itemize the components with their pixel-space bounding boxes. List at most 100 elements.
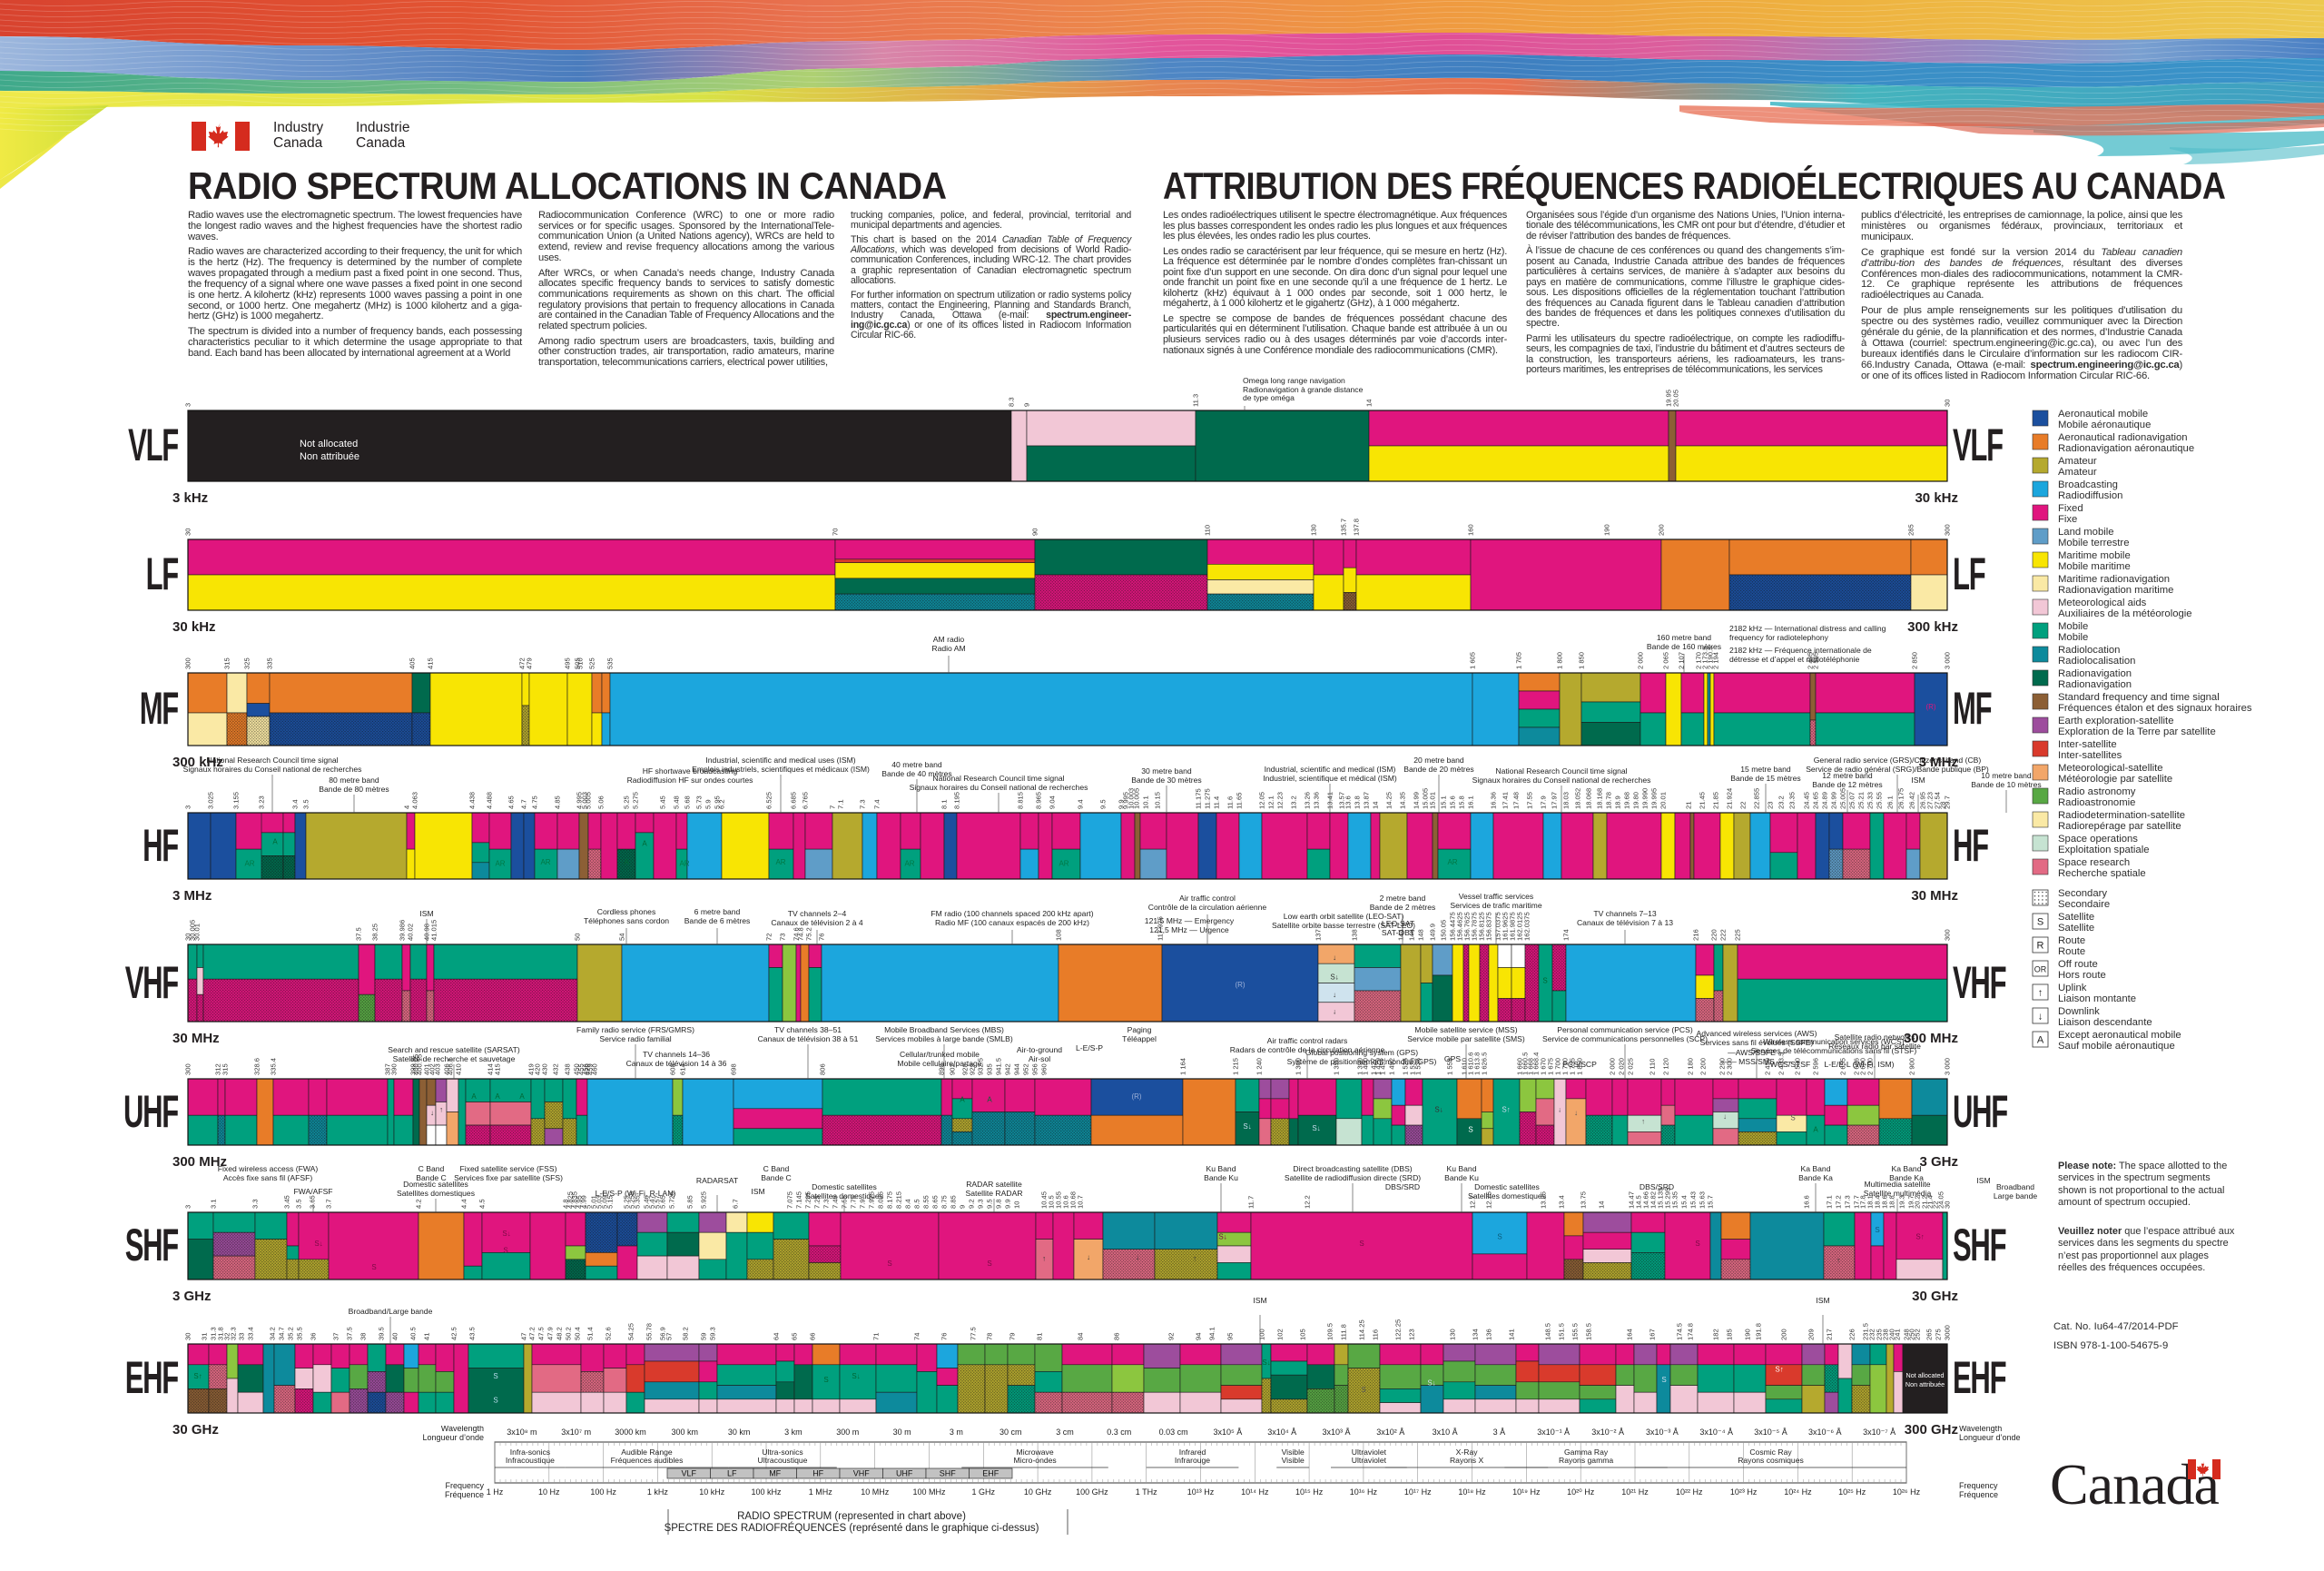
svg-text:↑: ↑ <box>1837 1257 1840 1265</box>
svg-text:Route: Route <box>2058 946 2085 957</box>
svg-text:7.145: 7.145 <box>795 1191 803 1209</box>
svg-text:472: 472 <box>518 657 527 669</box>
svg-text:300: 300 <box>1944 524 1952 536</box>
svg-text:Fréquence: Fréquence <box>1959 1490 1998 1499</box>
svg-text:20.01: 20.01 <box>1659 792 1668 809</box>
svg-text:5: 5 <box>585 1205 593 1209</box>
svg-text:10¹⁷ Hz: 10¹⁷ Hz <box>1404 1487 1432 1497</box>
svg-text:S: S <box>1359 1240 1364 1248</box>
svg-text:4.488: 4.488 <box>486 792 494 809</box>
svg-text:26.95: 26.95 <box>1919 792 1927 809</box>
svg-text:300: 300 <box>184 657 192 669</box>
svg-text:2 686: 2 686 <box>1853 1058 1861 1075</box>
svg-text:Frequency: Frequency <box>445 1481 484 1490</box>
svg-text:8.1: 8.1 <box>940 799 949 809</box>
svg-text:102: 102 <box>1276 1329 1285 1340</box>
svg-text:95: 95 <box>1226 1333 1235 1340</box>
svg-text:19.68: 19.68 <box>1623 792 1631 809</box>
svg-text:1 164: 1 164 <box>1179 1058 1187 1075</box>
svg-text:S↑: S↑ <box>193 1372 202 1380</box>
svg-text:15.4: 15.4 <box>1680 1195 1689 1209</box>
svg-text:37.5: 37.5 <box>346 1327 354 1340</box>
svg-text:17.2: 17.2 <box>1835 1195 1843 1209</box>
svg-text:935: 935 <box>986 1063 994 1075</box>
svg-text:238: 238 <box>1882 1329 1890 1340</box>
svg-text:59.3: 59.3 <box>709 1327 717 1340</box>
svg-text:1 710: 1 710 <box>1561 1058 1570 1075</box>
svg-text:7.45: 7.45 <box>832 1195 840 1209</box>
svg-text:30: 30 <box>184 529 192 536</box>
svg-text:3x10⁻⁷ Å: 3x10⁻⁷ Å <box>1863 1428 1896 1437</box>
svg-text:2 107: 2 107 <box>1678 652 1686 669</box>
svg-text:459: 459 <box>586 1063 595 1075</box>
svg-text:19.990: 19.990 <box>1641 788 1649 809</box>
svg-text:S: S <box>1661 1376 1666 1384</box>
svg-text:100 Hz: 100 Hz <box>590 1487 616 1497</box>
svg-text:LF: LF <box>727 1469 737 1478</box>
svg-text:162.0125: 162.0125 <box>1516 912 1524 941</box>
svg-text:138: 138 <box>1351 929 1359 941</box>
svg-text:3x10⁷ m: 3x10⁷ m <box>561 1428 591 1437</box>
svg-text:410: 410 <box>455 1063 463 1075</box>
svg-text:10: 10 <box>1013 1201 1021 1209</box>
svg-text:806: 806 <box>819 1063 827 1075</box>
svg-text:12.23: 12.23 <box>1276 792 1285 809</box>
svg-text:157.0375: 157.0375 <box>1494 912 1502 941</box>
svg-text:10.1: 10.1 <box>1142 795 1150 809</box>
svg-text:21.4: 21.4 <box>1926 1195 1935 1209</box>
svg-text:5.47: 5.47 <box>648 1195 656 1209</box>
svg-text:2 850: 2 850 <box>1911 652 1919 669</box>
svg-text:OR: OR <box>2034 965 2047 974</box>
svg-text:23.35: 23.35 <box>1788 792 1797 809</box>
svg-text:30: 30 <box>1944 1201 1952 1209</box>
svg-text:2 120: 2 120 <box>1662 1058 1670 1075</box>
svg-text:S↓: S↓ <box>502 1230 510 1238</box>
svg-text:15.1: 15.1 <box>1440 795 1448 809</box>
svg-text:S: S <box>1497 1233 1502 1241</box>
svg-text:3x10⁵ Å: 3x10⁵ Å <box>1214 1428 1243 1437</box>
svg-text:3.155: 3.155 <box>232 792 241 809</box>
svg-text:31.8: 31.8 <box>217 1327 225 1340</box>
svg-text:2 655: 2 655 <box>1839 1058 1847 1075</box>
svg-text:151.5: 151.5 <box>1558 1323 1566 1340</box>
svg-text:387: 387 <box>384 1063 392 1075</box>
svg-text:13.25: 13.25 <box>1540 1191 1548 1209</box>
svg-text:54: 54 <box>618 934 626 941</box>
svg-text:19.95: 19.95 <box>1665 390 1673 407</box>
svg-text:3x10 Å: 3x10 Å <box>1433 1428 1458 1437</box>
svg-text:3.7: 3.7 <box>325 1199 333 1209</box>
svg-text:S↑: S↑ <box>1502 1106 1510 1114</box>
svg-text:13.6: 13.6 <box>1344 795 1353 809</box>
svg-text:Secondary: Secondary <box>2058 888 2107 899</box>
svg-text:Mobile: Mobile <box>2058 621 2088 632</box>
svg-text:25.55: 25.55 <box>1876 792 1884 809</box>
svg-text:130: 130 <box>1310 524 1318 536</box>
svg-text:R: R <box>2037 941 2044 952</box>
svg-text:6.7: 6.7 <box>732 1199 740 1209</box>
svg-text:S↓: S↓ <box>1218 1233 1226 1241</box>
svg-text:37.5: 37.5 <box>355 927 363 941</box>
svg-text:30: 30 <box>184 1333 192 1340</box>
svg-text:8.5: 8.5 <box>913 1199 921 1209</box>
svg-text:Exploration de la Terre par sa: Exploration de la Terre par satellite <box>2058 726 2216 737</box>
svg-text:16.1: 16.1 <box>1467 795 1475 809</box>
svg-text:AR: AR <box>904 859 914 867</box>
svg-text:VLF: VLF <box>681 1469 696 1478</box>
svg-text:74.6: 74.6 <box>793 927 801 941</box>
svg-text:↑: ↑ <box>1042 1254 1046 1262</box>
svg-text:156.7625: 156.7625 <box>1463 912 1472 941</box>
svg-text:399.9: 399.9 <box>409 1058 418 1075</box>
svg-text:10¹³ Hz: 10¹³ Hz <box>1187 1487 1215 1497</box>
svg-text:146: 146 <box>1408 929 1416 941</box>
svg-text:S↓: S↓ <box>1243 1122 1251 1131</box>
svg-text:22: 22 <box>1739 802 1748 809</box>
svg-text:2 505: 2 505 <box>1812 652 1820 669</box>
svg-text:22.855: 22.855 <box>1753 788 1761 809</box>
svg-text:EHF: EHF <box>982 1469 1000 1478</box>
svg-text:235: 235 <box>1876 1329 1884 1340</box>
svg-text:123: 123 <box>1408 1329 1416 1340</box>
svg-text:Radionavigation aéronautique: Radionavigation aéronautique <box>2058 443 2194 454</box>
svg-text:S: S <box>823 1376 828 1384</box>
svg-text:Meteorological aids: Meteorological aids <box>2058 598 2147 608</box>
svg-text:Mobile maritime: Mobile maritime <box>2058 561 2131 572</box>
